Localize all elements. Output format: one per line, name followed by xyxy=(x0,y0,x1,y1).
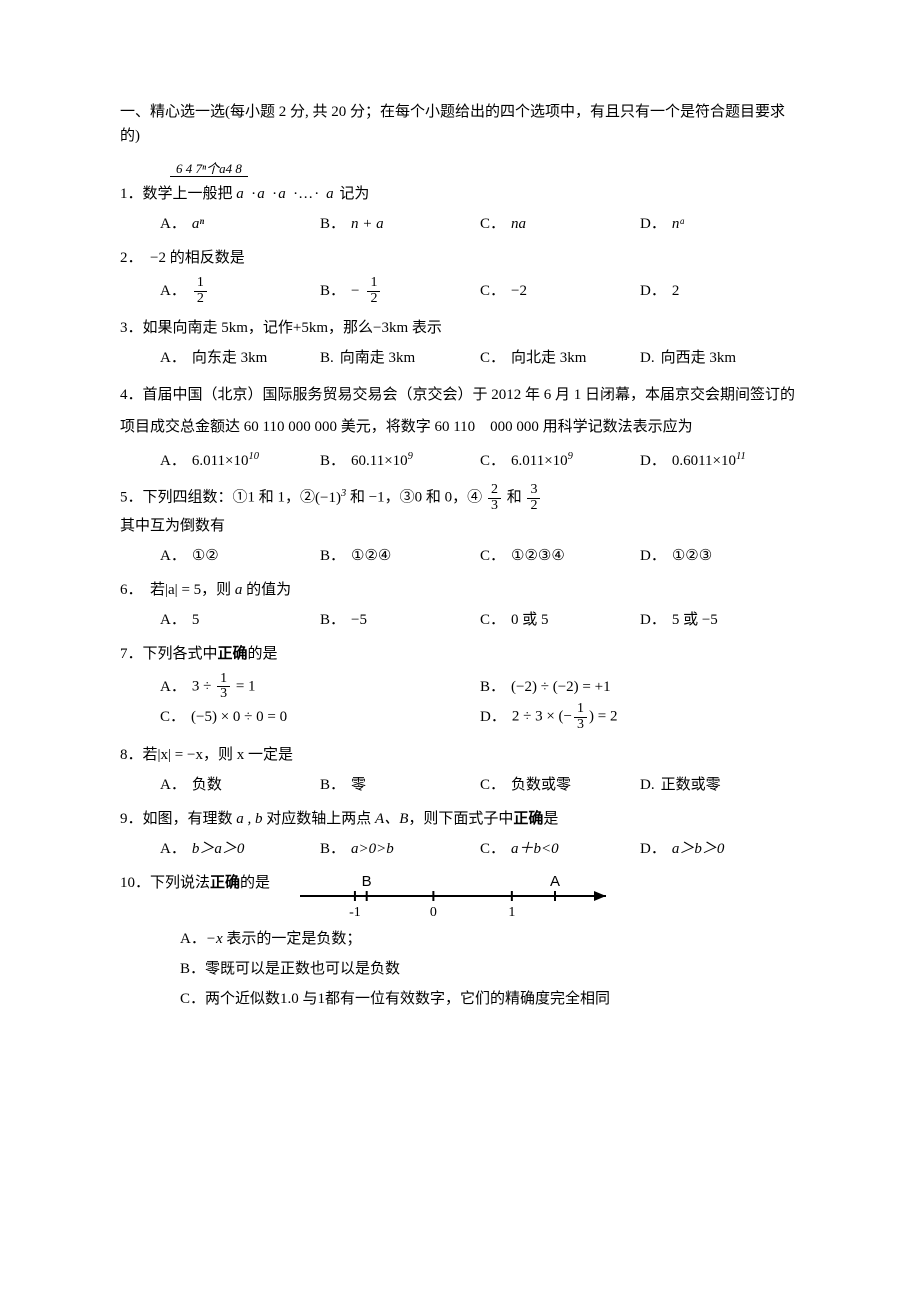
q2-opt-A: A． 12 xyxy=(160,276,320,306)
question-3: 3．如果向南走 5km，记作+5km，那么−3km 表示 A．向东走 3km B… xyxy=(120,316,800,370)
q4-opt-C: C．6.011×109 xyxy=(480,449,640,473)
question-5: 5．下列四组数：①1 和 1，②(−1)3 和 −1，③0 和 0，④ 23 和… xyxy=(120,483,800,567)
fraction: 12 xyxy=(367,276,380,306)
q6-opt-A: A．5 xyxy=(160,608,320,632)
q3-opt-B: B.向南走 3km xyxy=(320,346,480,370)
question-1: 6 4 7ⁿ个a4 8 1．数学上一般把 a ·a ·a ·…· a 记为 A．… xyxy=(120,158,800,236)
q8-text: 8．若|x| = −x，则 x 一定是 xyxy=(120,743,800,767)
q7-opt-B: B．(−2) ÷ (−2) = +1 xyxy=(480,672,800,702)
fraction: 32 xyxy=(527,483,540,513)
q3-text: 3．如果向南走 5km，记作+5km，那么−3km 表示 xyxy=(120,316,800,340)
q9-opt-D: D．a＞b＞0 xyxy=(640,837,800,861)
q4-opt-A: A．6.011×1010 xyxy=(160,449,320,473)
q5-opt-A: A．①② xyxy=(160,544,320,568)
fraction: 23 xyxy=(488,483,501,513)
q1-opt-B: B．n + a xyxy=(320,212,480,236)
q5-opt-B: B．①②④ xyxy=(320,544,480,568)
question-9: 9．如图，有理数 a , b 对应数轴上两点 A、B，则下面式子中正确是 A．b… xyxy=(120,807,800,861)
q5-opt-D: D．①②③ xyxy=(640,544,800,568)
q7-opt-A: A． 3 ÷ 13 = 1 xyxy=(160,672,480,702)
svg-text:0: 0 xyxy=(430,905,437,920)
q7-text: 7．下列各式中正确的是 xyxy=(120,642,800,666)
q1-product: a ·a ·a ·…· a xyxy=(236,186,335,202)
q10-opt-B: B．零既可以是正数也可以是负数 xyxy=(180,957,800,981)
q2-opt-D: D．2 xyxy=(640,276,800,306)
q2-text: 2． −2 的相反数是 xyxy=(120,246,800,270)
section-header: 一、精心选一选(每小题 2 分, 共 20 分；在每个小题给出的四个选项中，有且… xyxy=(120,100,800,148)
q7-opt-C: C．(−5) × 0 ÷ 0 = 0 xyxy=(160,702,480,732)
q10-opt-A: A．−x 表示的一定是负数； xyxy=(180,927,800,951)
q9-opt-A: A．b＞a＞0 xyxy=(160,837,320,861)
overbrace-label: 6 4 7ⁿ个a4 8 xyxy=(170,162,248,177)
q6-text: 6． 若|a| = 5，则 a 的值为 xyxy=(120,578,800,602)
overbrace: 6 4 7ⁿ个a4 8 xyxy=(170,162,248,179)
q1-opt-A: A．aⁿ xyxy=(160,212,320,236)
q4-text: 4．首届中国（北京）国际服务贸易交易会（京交会）于 2012 年 6 月 1 日… xyxy=(120,380,800,443)
q9-text: 9．如图，有理数 a , b 对应数轴上两点 A、B，则下面式子中正确是 xyxy=(120,807,800,831)
question-2: 2． −2 的相反数是 A． 12 B． −12 C．−2 D．2 xyxy=(120,246,800,306)
q4-opt-D: D．0.6011×1011 xyxy=(640,449,800,473)
q1-opt-C: C．na xyxy=(480,212,640,236)
number-line-figure: -1 0 1 B A xyxy=(290,871,620,921)
q8-opt-D: D.正数或零 xyxy=(640,773,800,797)
q3-opt-D: D.向西走 3km xyxy=(640,346,800,370)
question-10: 10．下列说法正确的是 -101BA xyxy=(120,871,800,921)
q2-opt-B: B． −12 xyxy=(320,276,480,306)
svg-text:1: 1 xyxy=(508,905,515,920)
q1-suffix: 记为 xyxy=(339,186,369,202)
fraction: 12 xyxy=(194,276,207,306)
q8-opt-C: C．负数或零 xyxy=(480,773,640,797)
q2-opt-C: C．−2 xyxy=(480,276,640,306)
svg-text:A: A xyxy=(550,873,560,890)
q6-opt-C: C．0 或 5 xyxy=(480,608,640,632)
question-8: 8．若|x| = −x，则 x 一定是 A．负数 B．零 C．负数或零 D.正数… xyxy=(120,743,800,797)
q4-opt-B: B．60.11×109 xyxy=(320,449,480,473)
q5-line2: 其中互为倒数有 xyxy=(120,514,800,538)
q9-opt-C: C．a＋b<0 xyxy=(480,837,640,861)
q8-opt-B: B．零 xyxy=(320,773,480,797)
q3-opt-A: A．向东走 3km xyxy=(160,346,320,370)
question-7: 7．下列各式中正确的是 A． 3 ÷ 13 = 1 B．(−2) ÷ (−2) … xyxy=(120,642,800,733)
number-line-svg: -1 0 1 B A xyxy=(290,871,620,921)
question-6: 6． 若|a| = 5，则 a 的值为 A．5 B．−5 C．0 或 5 D．5… xyxy=(120,578,800,632)
q3-opt-C: C．向北走 3km xyxy=(480,346,640,370)
svg-text:-1: -1 xyxy=(349,905,361,920)
q7-opt-D: D． 2 ÷ 3 × (−13) = 2 xyxy=(480,702,800,732)
q10-opt-C: C．两个近似数1.0 与1都有一位有效数字，它们的精确度完全相同 xyxy=(180,987,800,1011)
q9-opt-B: B．a>0>b xyxy=(320,837,480,861)
q1-prefix: 1．数学上一般把 xyxy=(120,186,233,202)
q6-opt-B: B．−5 xyxy=(320,608,480,632)
q8-opt-A: A．负数 xyxy=(160,773,320,797)
svg-text:B: B xyxy=(362,873,372,890)
q6-opt-D: D．5 或 −5 xyxy=(640,608,800,632)
q1-opt-D: D．nᵃ xyxy=(640,212,800,236)
q5-line1: 5．下列四组数：①1 和 1，②(−1)3 和 −1，③0 和 0，④ 23 和… xyxy=(120,483,800,513)
question-4: 4．首届中国（北京）国际服务贸易交易会（京交会）于 2012 年 6 月 1 日… xyxy=(120,380,800,473)
q5-opt-C: C．①②③④ xyxy=(480,544,640,568)
